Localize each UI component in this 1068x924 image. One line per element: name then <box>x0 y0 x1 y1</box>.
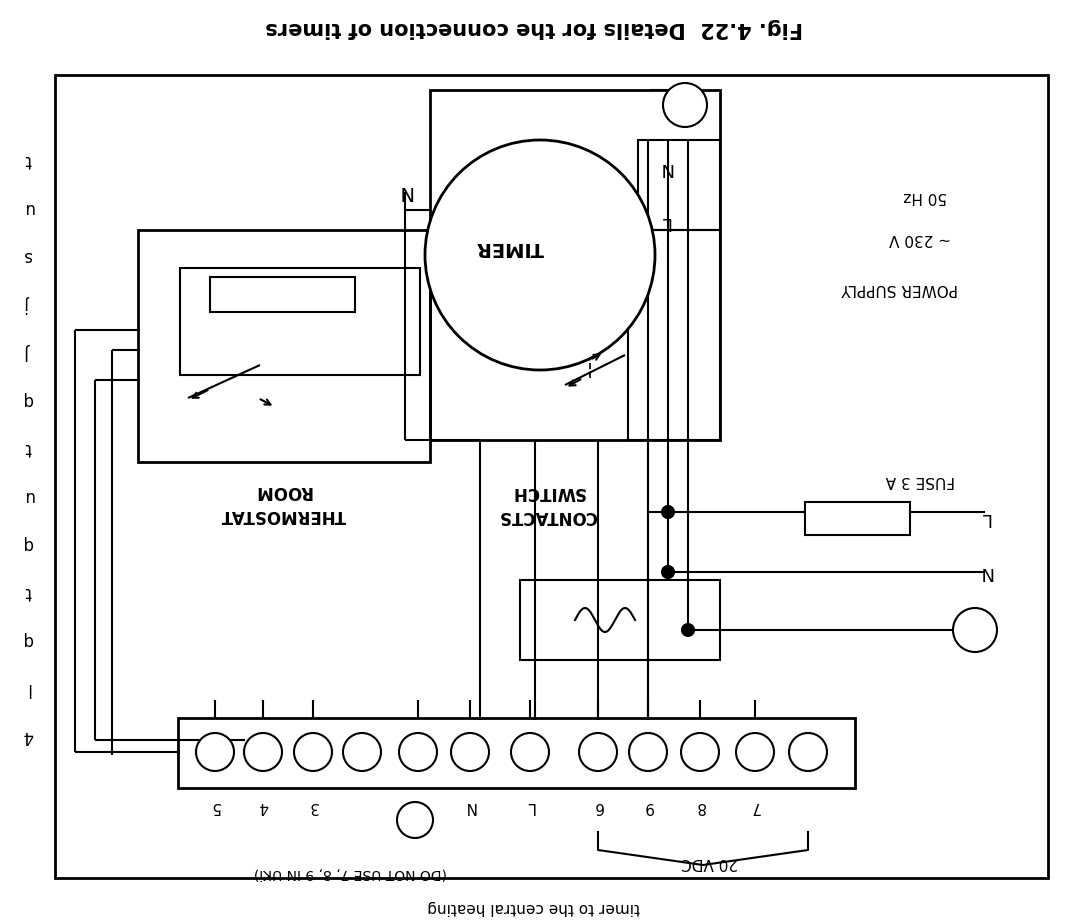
Text: 20 VDC: 20 VDC <box>681 856 738 870</box>
Text: q: q <box>22 391 33 409</box>
Bar <box>520 580 720 660</box>
Text: SWITCH: SWITCH <box>511 483 585 501</box>
Text: THERMOSTAT: THERMOSTAT <box>220 506 346 524</box>
Text: FUSE 3 A: FUSE 3 A <box>885 472 955 488</box>
Circle shape <box>682 624 694 636</box>
Text: u: u <box>22 199 33 217</box>
Circle shape <box>343 733 381 771</box>
Text: 8: 8 <box>695 799 705 814</box>
Circle shape <box>662 506 674 518</box>
Text: 4: 4 <box>22 727 33 745</box>
Text: q: q <box>22 535 33 553</box>
Text: q: q <box>22 631 33 649</box>
Circle shape <box>663 83 707 127</box>
Text: t: t <box>25 151 31 169</box>
Text: ~ 230 V: ~ 230 V <box>889 230 951 246</box>
Bar <box>805 502 910 535</box>
Text: timer to the central heating: timer to the central heating <box>427 901 641 916</box>
Text: CONTACTS: CONTACTS <box>499 507 597 525</box>
Bar <box>430 90 720 440</box>
Text: L: L <box>525 799 534 814</box>
Circle shape <box>197 733 234 771</box>
Bar <box>628 230 720 440</box>
Bar <box>180 268 420 375</box>
Text: j: j <box>26 295 30 313</box>
Text: L: L <box>980 509 990 527</box>
Circle shape <box>244 733 282 771</box>
Text: l: l <box>26 679 30 697</box>
Bar <box>54 75 1048 878</box>
Text: s: s <box>23 247 32 265</box>
Circle shape <box>629 733 668 771</box>
Circle shape <box>294 733 332 771</box>
Circle shape <box>736 733 774 771</box>
Circle shape <box>511 733 549 771</box>
Text: 6: 6 <box>593 799 602 814</box>
Circle shape <box>789 733 827 771</box>
Circle shape <box>397 802 433 838</box>
Text: N: N <box>658 159 672 177</box>
Text: 9: 9 <box>643 799 653 814</box>
Text: POWER SUPPLY: POWER SUPPLY <box>842 281 958 296</box>
Text: u: u <box>22 487 33 505</box>
Circle shape <box>399 733 437 771</box>
Text: ROOM: ROOM <box>254 482 312 500</box>
Text: t: t <box>25 583 31 601</box>
Text: 4: 4 <box>258 799 268 814</box>
Text: L: L <box>660 213 670 231</box>
Circle shape <box>451 733 489 771</box>
Text: 50 Hz: 50 Hz <box>904 188 947 203</box>
Circle shape <box>425 140 655 370</box>
Text: 7: 7 <box>750 799 759 814</box>
Text: 3: 3 <box>309 799 318 814</box>
Circle shape <box>953 608 998 652</box>
Text: N: N <box>397 183 412 201</box>
Bar <box>210 277 355 312</box>
Circle shape <box>579 733 617 771</box>
Bar <box>638 140 720 230</box>
Text: 5: 5 <box>210 799 220 814</box>
Text: N: N <box>465 799 475 814</box>
Bar <box>138 230 430 462</box>
Text: t: t <box>25 439 31 457</box>
Circle shape <box>662 566 674 578</box>
Bar <box>178 718 855 788</box>
Circle shape <box>681 733 719 771</box>
Text: (DO NOT USE 7, 8, 9 IN UKi): (DO NOT USE 7, 8, 9 IN UKi) <box>253 866 446 880</box>
Text: N: N <box>978 563 992 581</box>
Text: TIMER: TIMER <box>476 238 544 258</box>
Text: J: J <box>26 343 30 361</box>
Text: Fig. 4.22  Details for the connection of timers: Fig. 4.22 Details for the connection of … <box>265 18 803 38</box>
